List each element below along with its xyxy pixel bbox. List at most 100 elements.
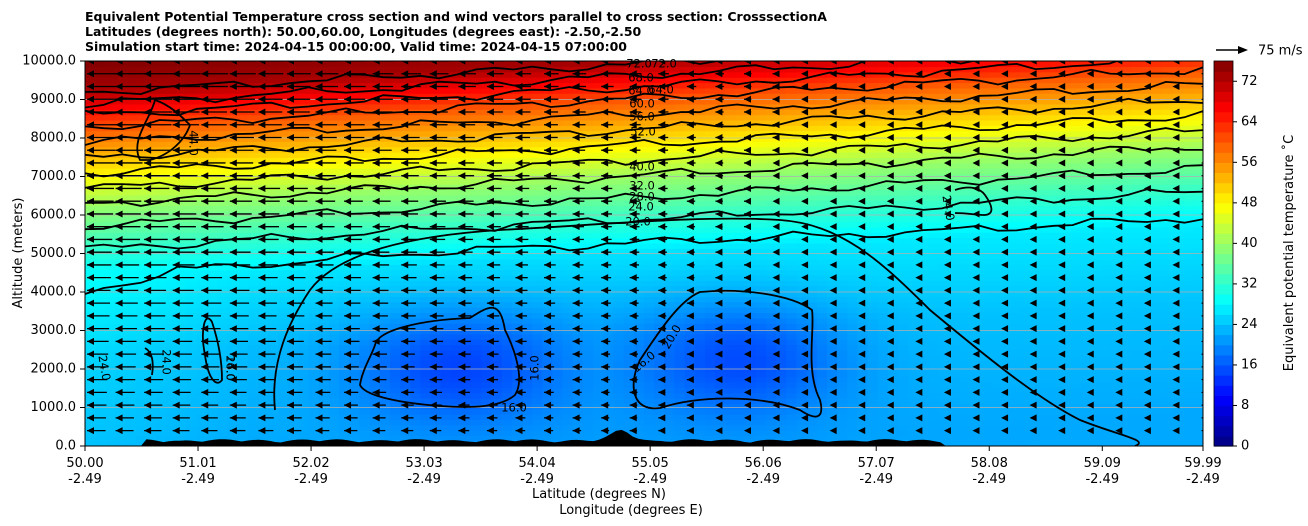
field-cell [491, 253, 503, 260]
field-cell [613, 413, 625, 420]
field-cell [196, 200, 208, 207]
field-cell [745, 232, 757, 239]
field-cell [156, 306, 168, 314]
field-cell [755, 141, 767, 148]
field-cell [206, 339, 218, 346]
field-cell [603, 344, 615, 351]
field-cell [562, 66, 574, 73]
field-cell [217, 296, 228, 303]
field-cell [674, 387, 686, 394]
field-cell [735, 77, 747, 84]
field-cell [206, 93, 218, 100]
field-cell [186, 403, 198, 410]
field-cell [613, 403, 625, 410]
field-cell [755, 162, 767, 169]
field-cell [623, 77, 635, 84]
field-cell [776, 285, 787, 292]
field-cell [288, 232, 300, 239]
field-cell [450, 130, 462, 137]
field-cell [461, 205, 472, 212]
field-cell [776, 413, 787, 420]
field-cell [95, 429, 107, 437]
field-cell [765, 125, 777, 132]
field-cell [278, 226, 289, 233]
field-cell [328, 125, 340, 132]
field-cell [715, 242, 727, 249]
field-cell [694, 285, 706, 292]
field-cell [633, 216, 645, 223]
field-cell [552, 269, 564, 276]
field-cell [389, 387, 401, 394]
field-cell [562, 253, 574, 260]
field-cell [145, 114, 157, 121]
field-cell [501, 290, 513, 297]
field-cell [532, 66, 544, 73]
field-cell [644, 333, 655, 340]
field-cell [135, 312, 147, 319]
field-cell [704, 87, 716, 94]
field-cell [776, 109, 787, 116]
field-cell [227, 61, 239, 68]
field-cell [765, 306, 777, 314]
field-cell [765, 419, 777, 426]
field-cell [166, 424, 178, 431]
field-cell [227, 387, 239, 394]
field-cell [501, 376, 513, 383]
field-cell [308, 200, 320, 207]
field-cell [156, 183, 168, 191]
field-cell [522, 237, 533, 244]
field-cell [745, 312, 757, 319]
field-cell [501, 248, 513, 255]
field-cell [85, 98, 96, 105]
field-cell [339, 82, 350, 89]
field-cell [145, 82, 157, 89]
field-cell [176, 290, 188, 297]
field-cell [511, 189, 523, 196]
field-cell [430, 290, 442, 297]
field-cell [471, 135, 483, 142]
field-cell [583, 323, 594, 330]
field-cell [481, 333, 493, 340]
field-cell [105, 157, 117, 164]
field-cell [217, 408, 228, 415]
field-cell [217, 403, 228, 410]
field-cell [359, 82, 371, 89]
field-cell [196, 349, 208, 356]
field-cell [125, 328, 137, 335]
field-cell [410, 360, 422, 367]
field-cell [410, 114, 422, 121]
field-cell [410, 296, 422, 303]
field-cell [400, 130, 411, 137]
field-cell [298, 82, 310, 89]
field-cell [196, 205, 208, 212]
field-cell [196, 429, 208, 437]
field-cell [603, 349, 615, 356]
field-cell [359, 371, 371, 378]
field-cell [522, 413, 533, 420]
field-cell [166, 429, 178, 437]
field-cell [715, 93, 727, 100]
field-cell [684, 424, 696, 431]
field-cell [623, 387, 635, 394]
field-cell [501, 98, 513, 105]
field-cell [522, 77, 533, 84]
field-cell [755, 376, 767, 383]
field-cell [410, 61, 422, 68]
field-cell [511, 216, 523, 223]
field-cell [552, 301, 564, 308]
field-cell [298, 381, 310, 388]
title-line-1: Equivalent Potential Temperature cross s… [85, 9, 827, 24]
field-cell [471, 258, 483, 265]
field-cell [420, 210, 432, 217]
field-cell [735, 71, 747, 78]
field-cell [593, 205, 605, 212]
field-cell [450, 274, 462, 281]
field-cell [583, 82, 594, 89]
field-cell [227, 157, 239, 164]
field-cell [369, 280, 381, 287]
field-cell [552, 274, 564, 281]
field-cell [145, 306, 157, 314]
field-cell [349, 360, 361, 367]
field-cell [95, 339, 107, 346]
field-cell [308, 306, 320, 314]
